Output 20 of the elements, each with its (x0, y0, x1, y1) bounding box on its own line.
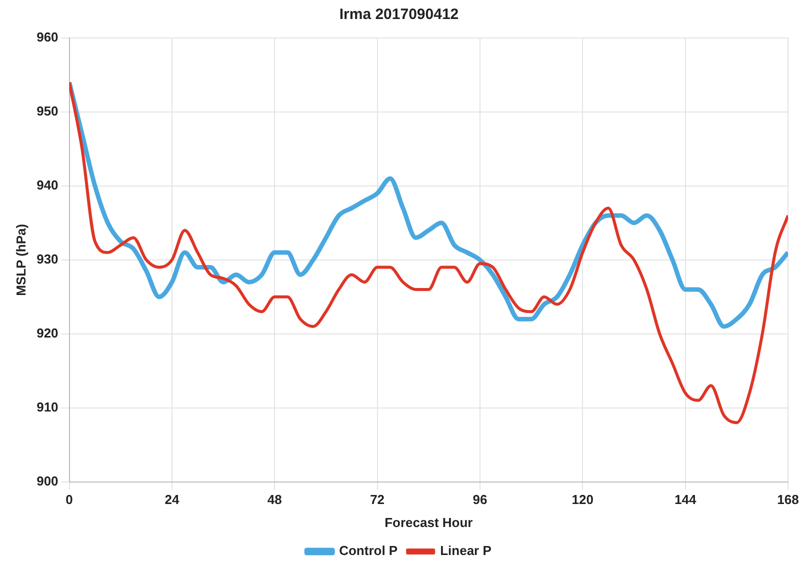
x-tick-label: 72 (370, 492, 385, 508)
y-tick-label: 900 (36, 473, 58, 488)
chart-title: Irma 2017090412 (339, 6, 459, 24)
y-tick-label: 940 (36, 178, 58, 193)
y-tick-label: 930 (36, 251, 58, 266)
x-tick-label: 48 (267, 492, 282, 508)
x-tick-label: 120 (572, 492, 594, 508)
x-tick-label: 96 (472, 492, 488, 508)
y-tick-label: 920 (36, 325, 58, 340)
legend-label: Linear P (440, 543, 492, 558)
x-tick-label: 168 (777, 492, 799, 508)
legend-label: Control P (339, 543, 398, 558)
x-tick-label: 24 (164, 492, 180, 508)
y-tick-label: 960 (36, 30, 58, 45)
y-tick-label: 910 (36, 399, 58, 414)
y-axis-title: MSLP (hPa) (13, 224, 28, 296)
x-axis-title: Forecast Hour (384, 514, 473, 530)
x-tick-label: 0 (66, 492, 73, 508)
y-tick-label: 950 (36, 104, 58, 119)
x-tick-label: 144 (674, 492, 697, 508)
